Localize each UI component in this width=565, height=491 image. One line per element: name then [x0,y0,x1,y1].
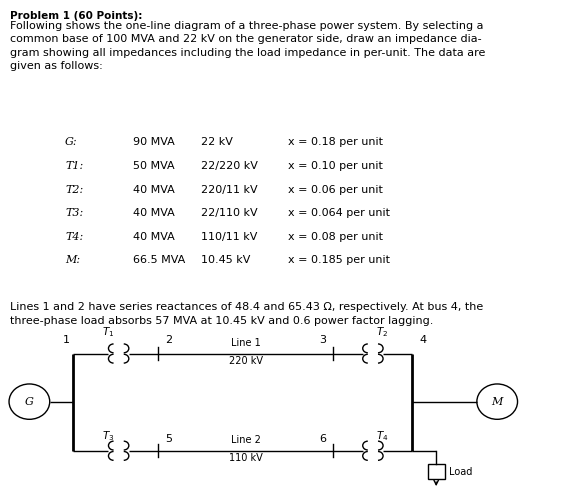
Text: T3:: T3: [65,208,83,218]
Text: $T_3$: $T_3$ [102,429,114,443]
Text: $T_4$: $T_4$ [376,429,388,443]
Text: 40 MVA: 40 MVA [133,208,175,218]
Text: x = 0.064 per unit: x = 0.064 per unit [288,208,390,218]
Text: 10.45 kV: 10.45 kV [201,255,250,265]
Text: x = 0.06 per unit: x = 0.06 per unit [288,185,383,194]
Text: x = 0.18 per unit: x = 0.18 per unit [288,137,383,147]
Text: G:: G: [65,137,77,147]
Text: M: M [492,397,503,407]
Text: M:: M: [65,255,80,265]
Text: 40 MVA: 40 MVA [133,185,175,194]
Text: 220 kV: 220 kV [229,356,263,366]
Text: x = 0.10 per unit: x = 0.10 per unit [288,161,383,171]
Text: $T_1$: $T_1$ [102,325,114,339]
Text: Load: Load [449,467,472,477]
Text: 22/220 kV: 22/220 kV [201,161,258,171]
Text: 5: 5 [165,434,172,444]
Text: T4:: T4: [65,232,83,242]
Text: 4: 4 [419,335,427,345]
Text: Line 2: Line 2 [231,435,260,445]
Text: T2:: T2: [65,185,83,194]
Text: Following shows the one-line diagram of a three-phase power system. By selecting: Following shows the one-line diagram of … [10,21,485,71]
Text: 22/110 kV: 22/110 kV [201,208,257,218]
Text: 40 MVA: 40 MVA [133,232,175,242]
Text: G: G [25,397,34,407]
Text: 220/11 kV: 220/11 kV [201,185,257,194]
Text: 1: 1 [63,335,70,345]
Text: x = 0.185 per unit: x = 0.185 per unit [288,255,390,265]
Text: 3: 3 [320,335,327,345]
Text: $T_2$: $T_2$ [376,325,388,339]
Text: x = 0.08 per unit: x = 0.08 per unit [288,232,383,242]
Text: 50 MVA: 50 MVA [133,161,175,171]
Text: Problem 1 (60 Points):: Problem 1 (60 Points): [10,11,142,21]
Text: 66.5 MVA: 66.5 MVA [133,255,185,265]
Text: 2: 2 [165,335,172,345]
Text: 90 MVA: 90 MVA [133,137,175,147]
Text: 110/11 kV: 110/11 kV [201,232,257,242]
Text: Line 1: Line 1 [231,338,260,348]
Text: 22 kV: 22 kV [201,137,232,147]
Text: T1:: T1: [65,161,83,171]
Text: 110 kV: 110 kV [229,453,263,463]
Text: 6: 6 [320,434,327,444]
Text: Lines 1 and 2 have series reactances of 48.4 and 65.43 Ω, respectively. At bus 4: Lines 1 and 2 have series reactances of … [10,302,484,326]
